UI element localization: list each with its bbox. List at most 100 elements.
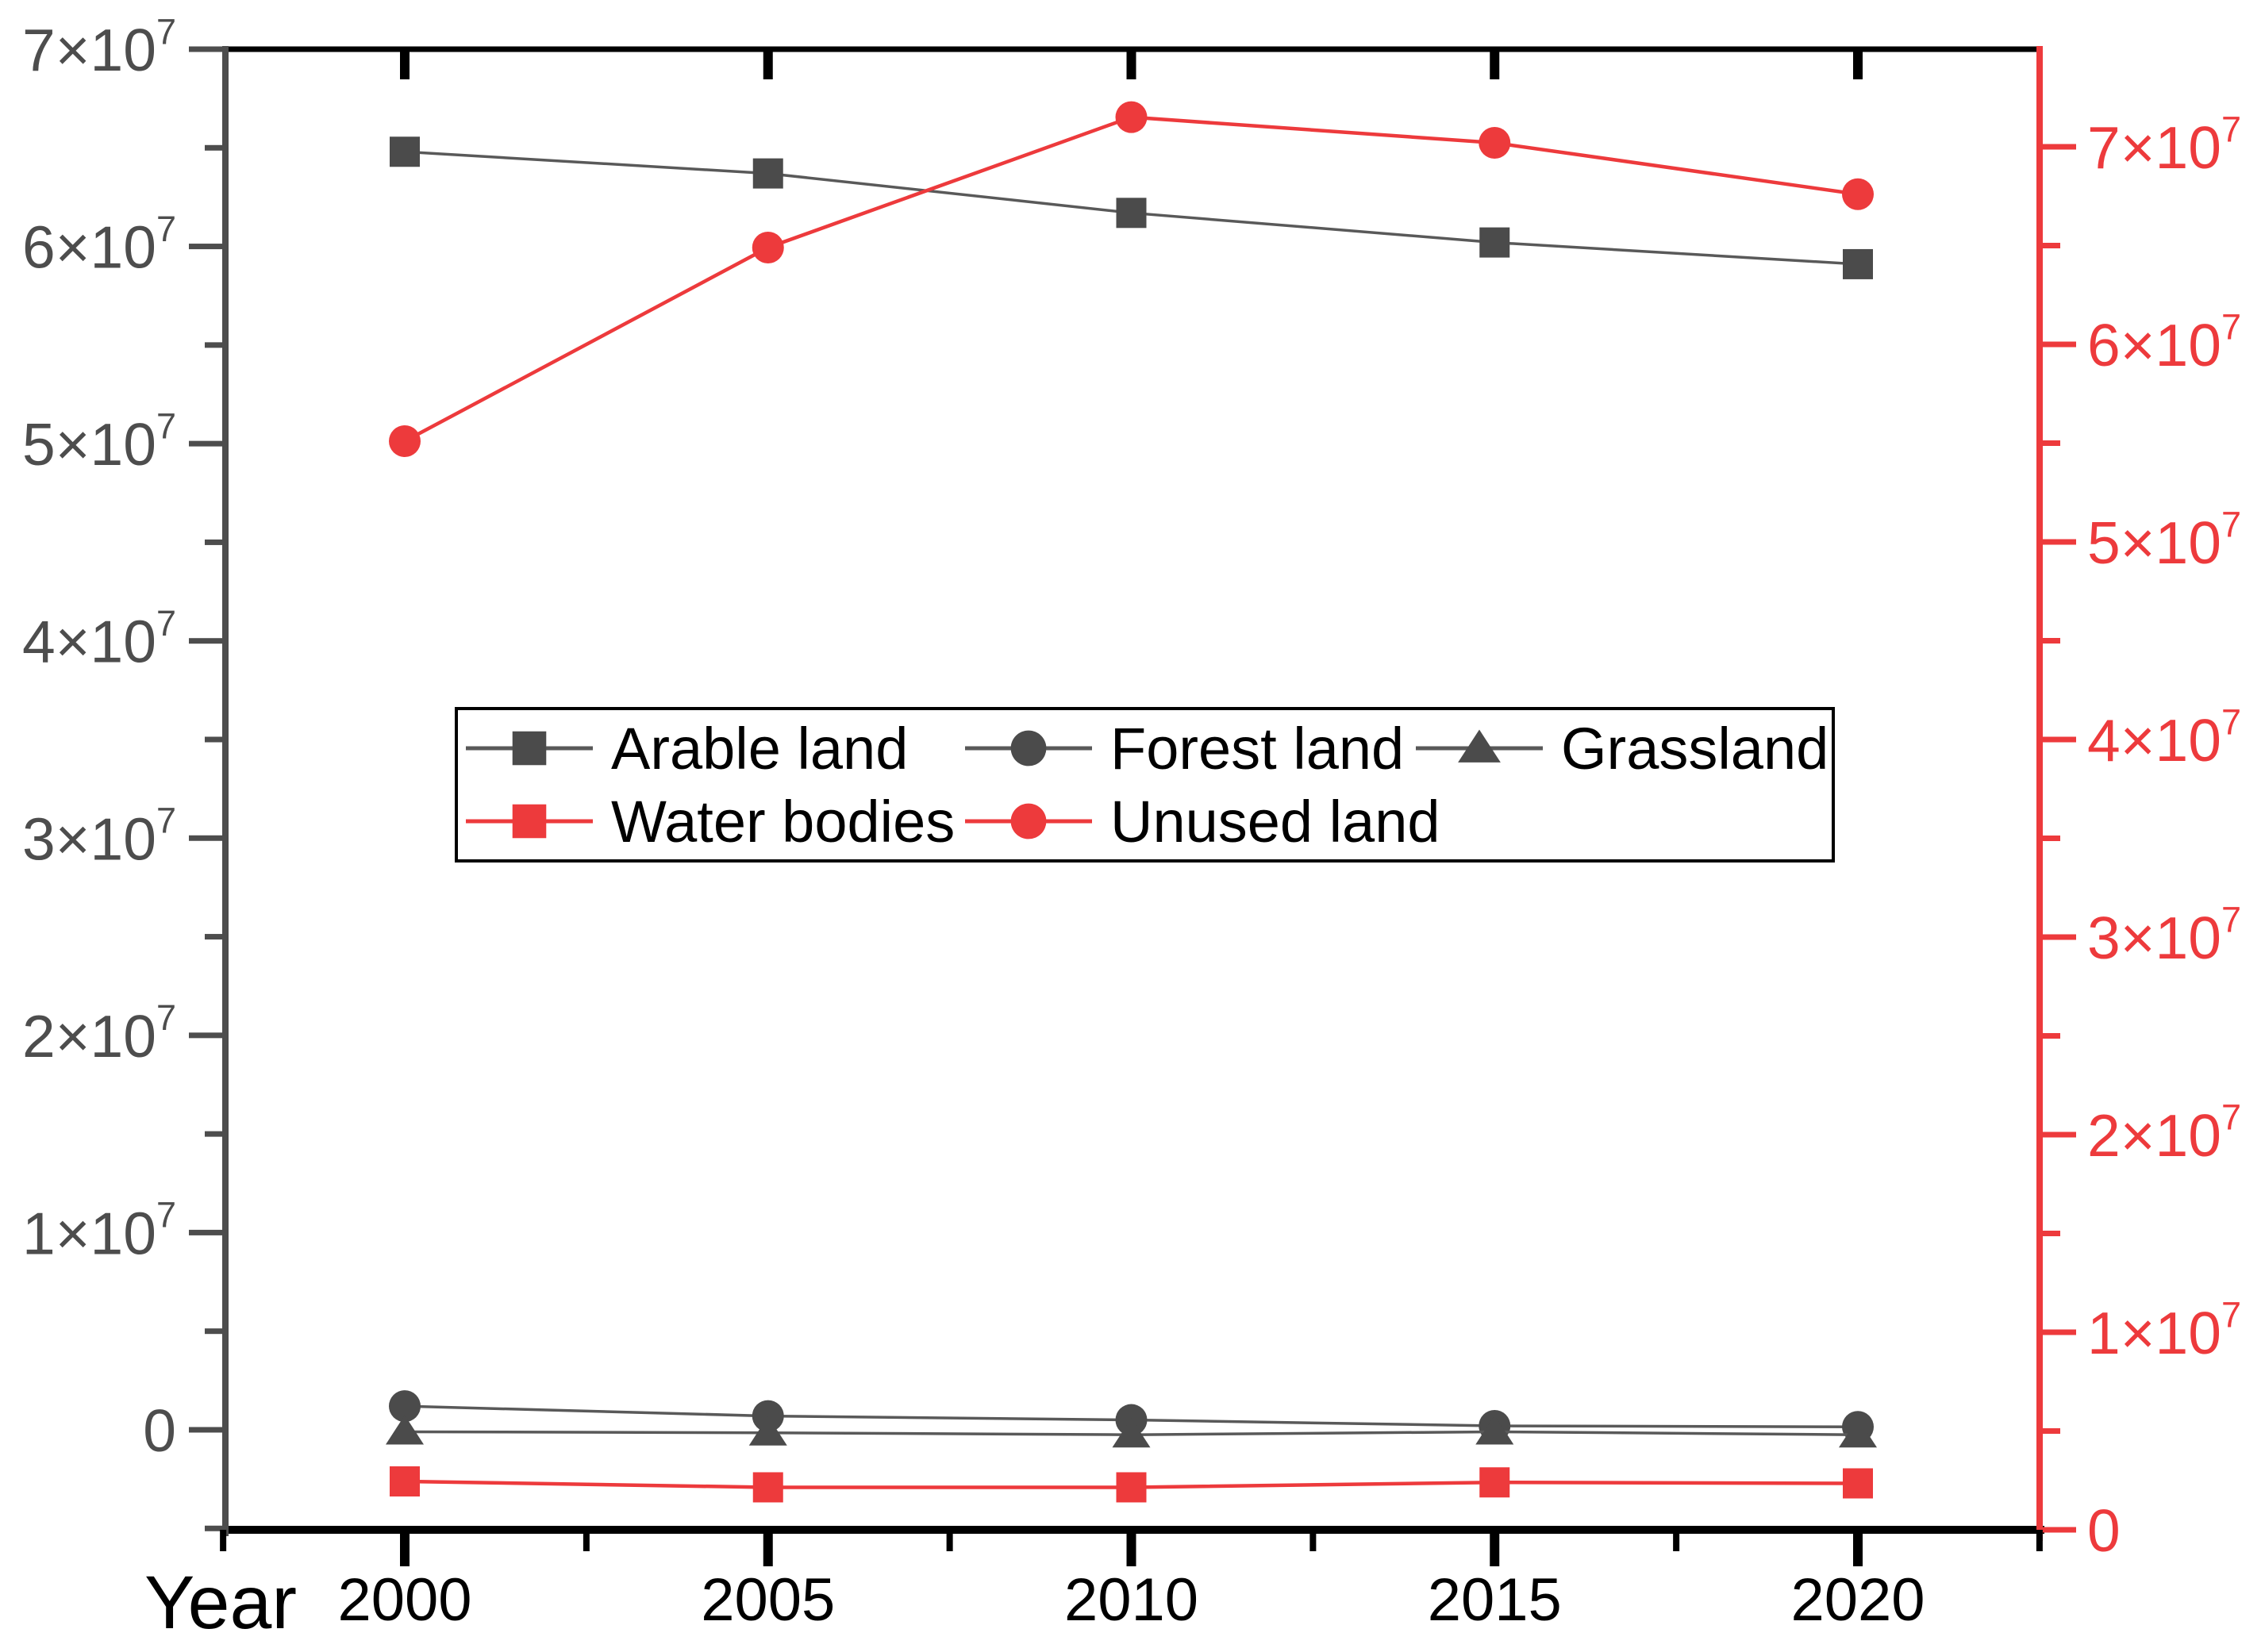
x-axis: 2000 2005 2010 2015 2020 Year — [144, 49, 2043, 1645]
data-point-arable-land-2005 — [752, 158, 783, 189]
right-axis-tick-label: 3×107 — [2087, 899, 2241, 971]
left-axis-major-tick — [189, 1229, 225, 1235]
data-point-unused-land-2005 — [752, 231, 784, 263]
left-axis: 0 1×107 2×107 3×107 4×107 5×107 6×107 7×107 — [22, 11, 225, 1531]
legend-square-marker-icon — [512, 804, 547, 839]
x-axis-major-tick — [1126, 1530, 1136, 1566]
top-axis-inside-tick — [1853, 49, 1863, 79]
data-point-forest-land-2000 — [389, 1390, 421, 1423]
data-point-arable-land-2020 — [1843, 248, 1873, 279]
right-axis-major-tick — [2040, 1131, 2076, 1138]
right-axis-major-tick — [2040, 736, 2076, 743]
data-point-grassland-2005 — [748, 1416, 787, 1446]
left-axis-minor-tick — [205, 1525, 225, 1531]
right-axis-tick-label: 6×107 — [2087, 306, 2241, 378]
data-point-water-bodies-2000 — [390, 1466, 420, 1496]
left-axis-minor-tick — [205, 1131, 225, 1137]
legend-label-forest-land: Forest land — [1110, 716, 1404, 782]
series-water-bodies — [390, 1466, 1873, 1503]
right-axis-tick-label: 2×107 — [2087, 1097, 2241, 1169]
left-axis-tick-label: 5×107 — [22, 405, 176, 478]
left-axis-tick-label: 4×107 — [22, 603, 176, 675]
data-point-forest-land-2005 — [752, 1400, 784, 1432]
x-axis-minor-tick — [220, 1530, 227, 1551]
left-axis-minor-tick — [205, 934, 225, 940]
x-axis-major-tick — [400, 1530, 410, 1566]
right-axis-major-tick — [2040, 1527, 2076, 1533]
right-axis-minor-tick — [2040, 638, 2060, 644]
right-axis-minor-tick — [2040, 1231, 2060, 1237]
x-axis-major-tick — [1853, 1530, 1863, 1566]
legend: Arable land Forest land Grassland Water bod… — [455, 707, 1835, 862]
series-arable-land — [390, 136, 1873, 279]
left-axis-major-tick — [189, 835, 225, 841]
legend-label-grassland: Grassland — [1561, 716, 1829, 782]
data-point-water-bodies-2020 — [1843, 1468, 1873, 1499]
left-axis-minor-tick — [205, 539, 225, 545]
data-point-unused-land-2000 — [389, 425, 421, 458]
x-axis-tick-label: 2000 — [337, 1566, 471, 1634]
x-axis-major-tick — [1490, 1530, 1500, 1566]
left-axis-tick-label: 3×107 — [22, 801, 176, 873]
left-axis-major-tick — [189, 1032, 225, 1039]
data-point-grassland-2000 — [386, 1415, 424, 1445]
legend-circle-marker-icon — [1010, 730, 1047, 766]
top-axis-inside-tick — [1490, 49, 1500, 79]
x-axis-tick-label: 2015 — [1428, 1566, 1562, 1634]
legend-item-grassland: Grassland — [1416, 716, 1829, 782]
right-axis-tick-label: 1×107 — [2087, 1294, 2241, 1366]
right-axis-major-tick — [2040, 539, 2076, 545]
right-axis-tick-label: 0 — [2087, 1497, 2121, 1564]
right-axis-line — [2036, 46, 2043, 1541]
legend-item-unused-land: Unused land — [965, 789, 1440, 855]
legend-circle-marker-icon — [1010, 803, 1047, 839]
right-axis-major-tick — [2040, 934, 2076, 940]
legend-label-water-bodies: Water bodies — [611, 789, 955, 855]
legend-triangle-marker-icon — [1458, 729, 1501, 763]
data-point-arable-land-2010 — [1116, 198, 1147, 229]
right-axis-minor-tick — [2040, 1428, 2060, 1435]
legend-square-marker-icon — [512, 731, 547, 766]
right-axis-major-tick — [2040, 144, 2076, 150]
x-axis-major-tick — [763, 1530, 773, 1566]
left-axis-minor-tick — [205, 736, 225, 743]
data-point-grassland-2015 — [1475, 1415, 1514, 1445]
top-axis-inside-tick — [763, 49, 773, 79]
right-axis-major-tick — [2040, 1329, 2076, 1335]
x-axis-minor-tick — [1673, 1530, 1680, 1551]
series-unused-land — [389, 101, 1874, 458]
right-axis-minor-tick — [2040, 1033, 2060, 1039]
legend-item-arable-land: Arable land — [466, 716, 908, 782]
left-axis-major-tick — [189, 638, 225, 644]
left-axis-minor-tick — [205, 342, 225, 348]
data-point-water-bodies-2015 — [1479, 1467, 1510, 1498]
left-axis-major-tick — [189, 1427, 225, 1433]
left-axis-tick-label: 7×107 — [22, 11, 176, 83]
x-axis-tick-label: 2005 — [701, 1566, 835, 1634]
data-point-unused-land-2020 — [1842, 178, 1874, 210]
x-axis-minor-tick — [1309, 1530, 1317, 1551]
data-point-grassland-2010 — [1112, 1418, 1151, 1448]
left-axis-major-tick — [189, 440, 225, 447]
x-axis-tick-label: 2020 — [1790, 1566, 1925, 1634]
right-axis-tick-label: 4×107 — [2087, 701, 2241, 774]
top-axis-inside-tick — [400, 49, 410, 79]
right-axis-tick-label: 7×107 — [2087, 109, 2241, 181]
left-axis-tick-label: 6×107 — [22, 209, 176, 281]
right-axis-minor-tick — [2040, 243, 2060, 249]
legend-label-unused-land: Unused land — [1110, 789, 1440, 855]
data-point-unused-land-2015 — [1479, 127, 1511, 159]
x-axis-minor-tick — [583, 1530, 590, 1551]
right-axis-major-tick — [2040, 341, 2076, 348]
left-axis-tick-label: 0 — [143, 1397, 176, 1464]
left-axis-tick-label: 1×107 — [22, 1195, 176, 1267]
legend-label-arable-land: Arable land — [611, 716, 908, 782]
x-axis-minor-tick — [946, 1530, 953, 1551]
right-axis-minor-tick — [2040, 836, 2060, 842]
right-axis-tick-label: 5×107 — [2087, 504, 2241, 576]
data-point-unused-land-2010 — [1115, 101, 1148, 133]
legend-box — [455, 707, 1835, 862]
x-axis-minor-tick — [2036, 1530, 2043, 1551]
right-axis: 0 1×107 2×107 3×107 4×107 5×107 6×107 7×107 — [2040, 109, 2241, 1564]
